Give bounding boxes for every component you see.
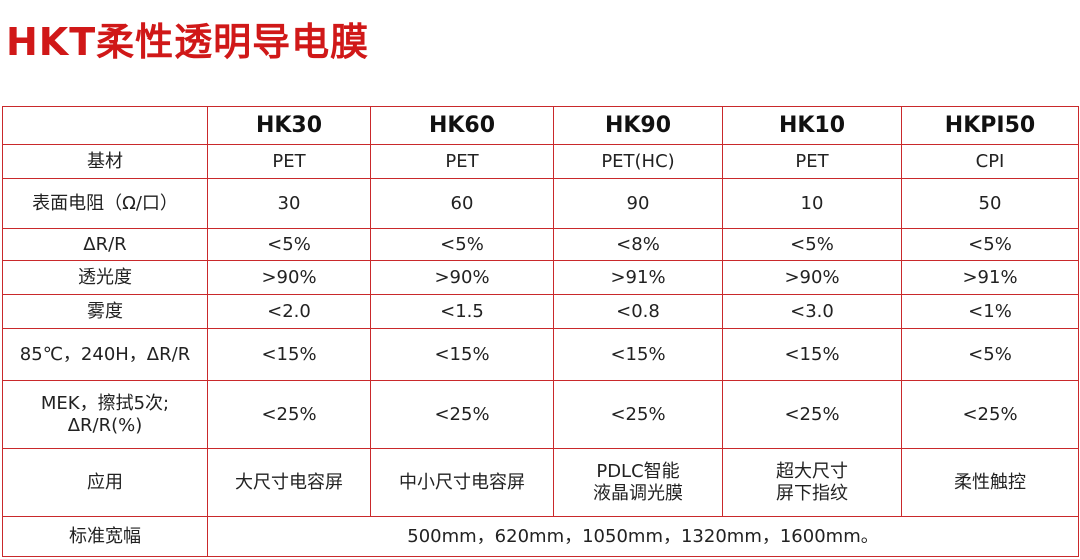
header-model: HK10: [722, 106, 902, 145]
width-value-cell: 500mm，620mm，1050mm，1320mm，1600mm。: [207, 516, 1079, 557]
row-label: 基材: [2, 144, 208, 179]
table-cell: <5%: [901, 328, 1079, 381]
row-label-line: ΔR/R(%): [67, 414, 143, 436]
row-label: 表面电阻（Ω/口）: [2, 178, 208, 229]
table-cell: <2.0: [207, 294, 371, 329]
table-cell: >91%: [901, 260, 1079, 295]
table-cell: <5%: [207, 228, 371, 261]
table-cell: >90%: [207, 260, 371, 295]
table-cell: <1%: [901, 294, 1079, 329]
cell-line: 屏下指纹: [776, 482, 848, 504]
table-row: 应用 大尺寸电容屏 中小尺寸电容屏 PDLC智能 液晶调光膜 超大尺寸 屏下指纹…: [2, 448, 1079, 517]
header-corner: [2, 106, 208, 145]
table-row: ΔR/R <5% <5% <8% <5% <5%: [2, 228, 1079, 261]
table-cell: 中小尺寸电容屏: [370, 448, 554, 517]
table-cell: PDLC智能 液晶调光膜: [553, 448, 723, 517]
row-label: 雾度: [2, 294, 208, 329]
cell-line: 柔性触控: [954, 471, 1026, 493]
table-cell: 90: [553, 178, 723, 229]
table-cell: >90%: [370, 260, 554, 295]
table-cell: <25%: [901, 380, 1079, 449]
table-cell: <25%: [207, 380, 371, 449]
table-cell: 大尺寸电容屏: [207, 448, 371, 517]
table-cell: >90%: [722, 260, 902, 295]
table-cell: PET(HC): [553, 144, 723, 179]
table-row: MEK，擦拭5次; ΔR/R(%) <25% <25% <25% <25% <2…: [2, 380, 1079, 449]
row-label: 85℃，240H，ΔR/R: [2, 328, 208, 381]
table-cell: 50: [901, 178, 1079, 229]
table-row: 基材 PET PET PET(HC) PET CPI: [2, 144, 1079, 179]
table-cell: <25%: [370, 380, 554, 449]
cell-line: PDLC智能: [596, 460, 680, 482]
table-row: 雾度 <2.0 <1.5 <0.8 <3.0 <1%: [2, 294, 1079, 329]
table-cell: <15%: [553, 328, 723, 381]
table-cell: 10: [722, 178, 902, 229]
table-cell: <5%: [370, 228, 554, 261]
table-cell: PET: [370, 144, 554, 179]
header-model: HKPI50: [901, 106, 1079, 145]
table-cell: <3.0: [722, 294, 902, 329]
spec-table: HK30 HK60 HK90 HK10 HKPI50 基材 PET PET PE…: [2, 106, 1079, 557]
row-label: 透光度: [2, 260, 208, 295]
row-label-line: MEK，擦拭5次;: [40, 392, 170, 414]
table-cell: 30: [207, 178, 371, 229]
table-cell: CPI: [901, 144, 1079, 179]
table-cell: <5%: [901, 228, 1079, 261]
cell-line: 大尺寸电容屏: [235, 471, 343, 493]
table-cell: PET: [722, 144, 902, 179]
table-cell: >91%: [553, 260, 723, 295]
cell-line: 液晶调光膜: [593, 482, 683, 504]
row-label: 标准宽幅: [2, 516, 208, 557]
table-row: 85℃，240H，ΔR/R <15% <15% <15% <15% <5%: [2, 328, 1079, 381]
table-cell: 超大尺寸 屏下指纹: [722, 448, 902, 517]
table-cell: <15%: [722, 328, 902, 381]
table-cell: <5%: [722, 228, 902, 261]
table-cell: 柔性触控: [901, 448, 1079, 517]
header-model: HK90: [553, 106, 723, 145]
table-cell: <15%: [207, 328, 371, 381]
table-row: 表面电阻（Ω/口） 30 60 90 10 50: [2, 178, 1079, 229]
page-title: HKT柔性透明导电膜: [6, 20, 370, 64]
table-cell: <25%: [553, 380, 723, 449]
table-cell: <15%: [370, 328, 554, 381]
cell-line: 超大尺寸: [776, 460, 848, 482]
table-cell: <1.5: [370, 294, 554, 329]
header-model: HK60: [370, 106, 554, 145]
table-cell: 60: [370, 178, 554, 229]
row-label: ΔR/R: [2, 228, 208, 261]
row-label: MEK，擦拭5次; ΔR/R(%): [2, 380, 208, 449]
table-row: 标准宽幅 500mm，620mm，1050mm，1320mm，1600mm。: [2, 516, 1079, 557]
table-row: 透光度 >90% >90% >91% >90% >91%: [2, 260, 1079, 295]
table-cell: <8%: [553, 228, 723, 261]
cell-line: 中小尺寸电容屏: [399, 471, 525, 493]
header-row: HK30 HK60 HK90 HK10 HKPI50: [2, 106, 1079, 145]
table-cell: <0.8: [553, 294, 723, 329]
table-cell: <25%: [722, 380, 902, 449]
header-model: HK30: [207, 106, 371, 145]
row-label: 应用: [2, 448, 208, 517]
table-cell: PET: [207, 144, 371, 179]
